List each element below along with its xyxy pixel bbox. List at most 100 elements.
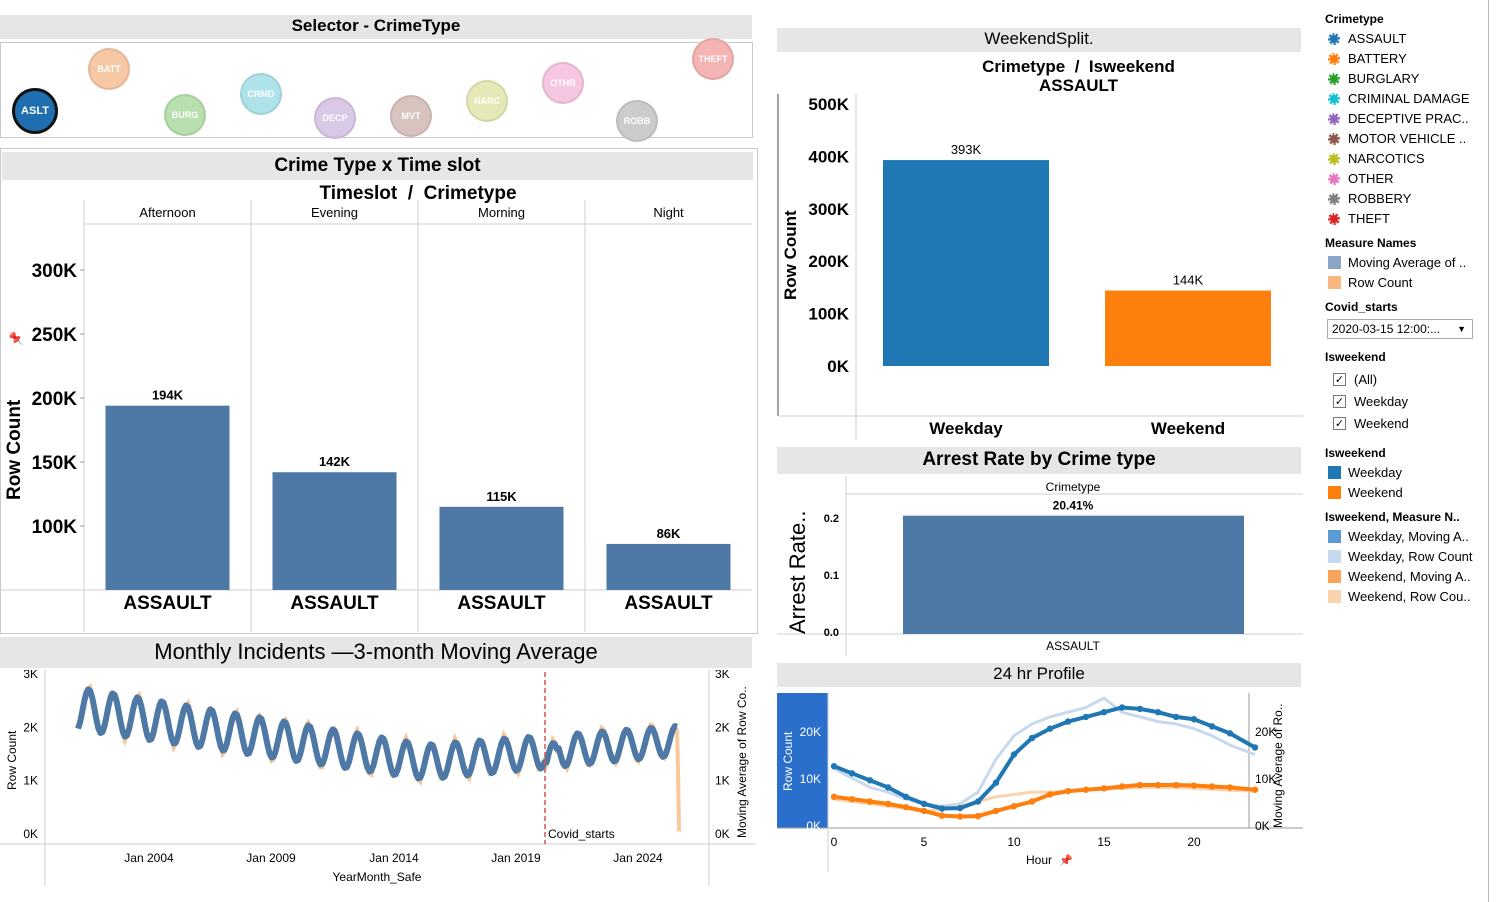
legend-measure-moving-average-of[interactable]: Moving Average of .. xyxy=(1328,255,1466,270)
legend-crimetype-robbery[interactable]: ROBBERY xyxy=(1328,191,1411,206)
weekday-moving-average-line-point xyxy=(1136,705,1144,713)
legend-crimetype-motor-vehicle[interactable]: MOTOR VEHICLE .. xyxy=(1328,131,1466,146)
selector-title: Selector - CrimeType xyxy=(0,15,752,39)
bubble-robb[interactable]: ROBB xyxy=(616,100,658,142)
legend-marker-icon xyxy=(1328,172,1340,185)
weekend-moving-average-line-point xyxy=(1118,783,1126,790)
legend-combo-weekend-moving-a[interactable]: Weekend, Moving A.. xyxy=(1328,569,1471,584)
y-tick-label-right: 0K xyxy=(715,827,730,841)
bar xyxy=(883,160,1049,366)
column-header: Night xyxy=(653,205,684,220)
bar xyxy=(606,543,731,590)
legend-swatch xyxy=(1328,590,1341,603)
weekend-moving-average-line-point xyxy=(1082,786,1090,793)
legend-isweekend-weekday[interactable]: Weekday xyxy=(1328,465,1402,480)
monthly-chart-title: Monthly Incidents —3-month Moving Averag… xyxy=(0,637,752,668)
bubble-narc[interactable]: NARC xyxy=(466,80,508,122)
bubble-mvt[interactable]: MVT xyxy=(390,95,432,137)
checkbox-icon[interactable]: ✓ xyxy=(1333,373,1346,386)
column-header: Crimetype xyxy=(1046,480,1101,494)
moving-average-line xyxy=(75,686,678,782)
weekend-moving-average-line-point xyxy=(1100,785,1108,792)
filter-isweekend--all[interactable]: ✓ (All) xyxy=(1333,372,1377,387)
legend-crimetype-criminal-damage[interactable]: CRIMINAL DAMAGE xyxy=(1328,91,1470,106)
weekday-moving-average-line-point xyxy=(1208,723,1216,730)
legend-swatch xyxy=(1328,550,1341,563)
y-axis-label-right: Moving Average of Row Co.. xyxy=(735,686,749,838)
x-axis-label: Hour xyxy=(1026,853,1052,867)
weekend-header-line1: Crimetype / Isweekend xyxy=(982,57,1175,76)
legend-label: BATTERY xyxy=(1348,51,1407,66)
legend-combo-weekday-moving-a[interactable]: Weekday, Moving A.. xyxy=(1328,529,1469,544)
y-tick-label: 500K xyxy=(808,95,849,114)
bar xyxy=(272,472,397,590)
y-tick-label: 150K xyxy=(32,453,78,474)
legend-label: BURGLARY xyxy=(1348,71,1420,86)
covid-filter-title: Covid_starts xyxy=(1325,300,1398,314)
checkbox-icon[interactable]: ✓ xyxy=(1333,395,1346,408)
x-axis-label: YearMonth_Safe xyxy=(333,870,422,884)
filter-isweekend-weekday[interactable]: ✓ Weekday xyxy=(1333,394,1408,409)
bubble-crmd[interactable]: CRMD xyxy=(240,73,282,115)
y-tick-label-right: 0K xyxy=(1255,819,1270,833)
category-label: ASSAULT xyxy=(457,593,546,614)
bubble-aslt[interactable]: ASLT xyxy=(12,88,58,134)
weekday-moving-average-line-point xyxy=(1010,751,1018,758)
legend-crimetype-deceptive-prac[interactable]: DECEPTIVE PRAC.. xyxy=(1328,111,1469,126)
timeslot-chart-panel xyxy=(0,148,758,634)
legend-crimetype-assault[interactable]: ASSAULT xyxy=(1328,31,1406,46)
legend-crimetype-other[interactable]: OTHER xyxy=(1328,171,1394,186)
y-tick-label: 400K xyxy=(808,147,849,166)
legend-isweekend-weekend[interactable]: Weekend xyxy=(1328,485,1403,500)
category-label: ASSAULT xyxy=(1046,639,1100,653)
weekday-moving-average-line-point xyxy=(1046,725,1054,732)
legend-label: Weekday, Row Count xyxy=(1348,549,1473,564)
weekday-moving-average-line-point xyxy=(1226,730,1234,737)
x-tick-label: 20 xyxy=(1187,835,1201,849)
x-tick-label: 15 xyxy=(1097,835,1111,849)
legend-crimetype-theft[interactable]: THEFT xyxy=(1328,211,1390,226)
checkbox-icon[interactable]: ✓ xyxy=(1333,417,1346,430)
vertical-scrollbar[interactable] xyxy=(1488,0,1489,902)
legend-marker-icon xyxy=(1328,132,1340,145)
weekend-moving-average-line-point xyxy=(1226,784,1234,791)
bubble-othr[interactable]: OTHR xyxy=(542,62,584,104)
bubble-decp[interactable]: DECP xyxy=(314,97,356,139)
filter-isweekend-weekend[interactable]: ✓ Weekend xyxy=(1333,416,1409,431)
covid-date-select[interactable]: 2020-03-15 12:00:... ▼ xyxy=(1327,319,1473,339)
legend-combo-weekday-row-count[interactable]: Weekday, Row Count xyxy=(1328,549,1473,564)
legend-combo-weekend-row-cou[interactable]: Weekend, Row Cou.. xyxy=(1328,589,1471,604)
weekend-moving-average-line-point xyxy=(830,793,838,800)
legend-label: Moving Average of .. xyxy=(1348,255,1467,270)
legend-measure-title: Measure Names xyxy=(1325,236,1417,250)
isweekend-filter-title: Isweekend xyxy=(1325,350,1386,364)
y-tick-label: 10K xyxy=(800,772,821,786)
y-tick-label: 0K xyxy=(827,357,849,376)
weekend-moving-average-line-point xyxy=(884,800,892,808)
weekend-moving-average-line-point xyxy=(1028,798,1036,805)
y-tick-label: 1K xyxy=(23,774,38,788)
y-axis-label: Row Count xyxy=(4,399,25,500)
bubble-theft[interactable]: THEFT xyxy=(692,38,734,80)
legend-swatch xyxy=(1328,530,1341,543)
legend-crimetype-battery[interactable]: BATTERY xyxy=(1328,51,1407,66)
category-label: ASSAULT xyxy=(624,593,713,614)
covid-annotation: Covid_starts xyxy=(548,827,615,841)
legend-marker-icon xyxy=(1328,112,1340,125)
bar xyxy=(105,405,230,590)
y-tick-label: 300K xyxy=(808,200,849,219)
legend-marker-icon xyxy=(1328,52,1340,65)
legend-measure-row-count[interactable]: Row Count xyxy=(1328,275,1412,290)
x-tick-label: Jan 2009 xyxy=(246,851,296,865)
hourly-line-chart: 0K 10K 20K 0K 10K 20K Row Count Moving Average … xyxy=(777,693,1303,872)
y-tick-label: 20K xyxy=(800,725,821,739)
bubble-batt[interactable]: BATT xyxy=(88,48,130,90)
bar xyxy=(439,506,564,590)
legend-crimetype-burglary[interactable]: BURGLARY xyxy=(1328,71,1419,86)
legend-crimetype-narcotics[interactable]: NARCOTICS xyxy=(1328,151,1425,166)
legend-label: Row Count xyxy=(1348,275,1413,290)
chevron-down-icon: ▼ xyxy=(1457,324,1466,334)
legend-label: Weekday xyxy=(1354,394,1408,409)
bubble-burg[interactable]: BURG xyxy=(164,94,206,136)
legend-label: Weekend, Row Cou.. xyxy=(1348,589,1471,604)
